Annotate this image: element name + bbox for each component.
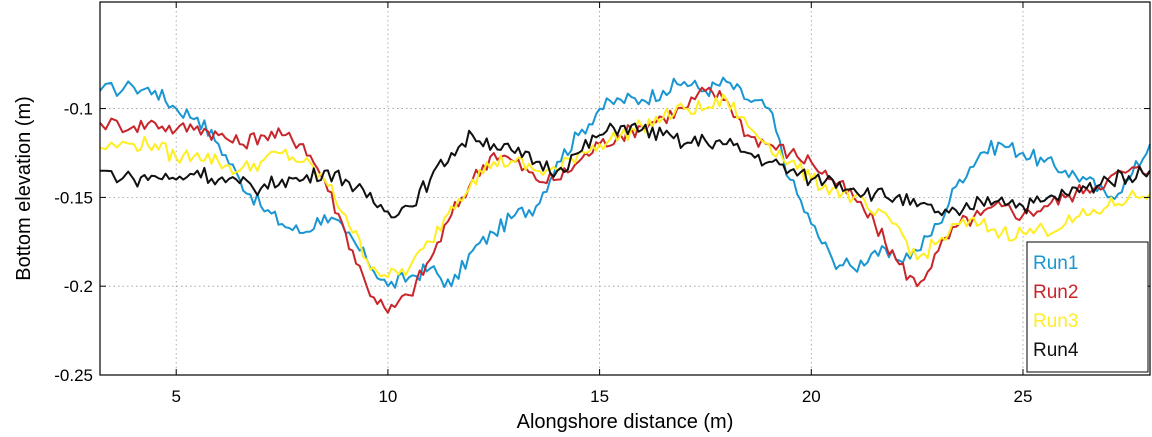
axis-ticks: 5 10 15 20 25 -0.25 -0.2 -0.15 -0.1 — [54, 2, 1150, 406]
x-tick-label: 20 — [802, 387, 821, 406]
x-tick-label: 10 — [378, 387, 397, 406]
legend-entry-run3: Run3 — [1033, 311, 1078, 332]
x-axis-label: Alongshore distance (m) — [517, 411, 734, 433]
x-tick-label: 15 — [590, 387, 609, 406]
legend-entry-run1: Run1 — [1033, 253, 1078, 274]
x-tick-label: 5 — [171, 387, 180, 406]
series-lines — [99, 76, 1151, 314]
x-tick-label: 25 — [1014, 387, 1033, 406]
legend: Run1 Run2 Run3 Run4 — [1026, 241, 1149, 373]
y-axis-label: Bottom elevation (m) — [13, 96, 35, 281]
y-tick-label: -0.15 — [54, 188, 93, 207]
legend-box — [1026, 241, 1149, 373]
legend-entry-run4: Run4 — [1033, 340, 1079, 361]
y-tick-label: -0.25 — [54, 366, 93, 385]
y-tick-label: -0.2 — [64, 277, 93, 296]
y-tick-label: -0.1 — [64, 100, 93, 119]
series-line-run4 — [100, 122, 1151, 219]
series-line-run2 — [99, 86, 1151, 314]
legend-entry-run2: Run2 — [1033, 282, 1078, 303]
series-line-run3 — [99, 93, 1151, 279]
grid — [100, 2, 1150, 375]
series-line-run1 — [99, 76, 1151, 289]
plot-frame — [99, 1, 1151, 376]
